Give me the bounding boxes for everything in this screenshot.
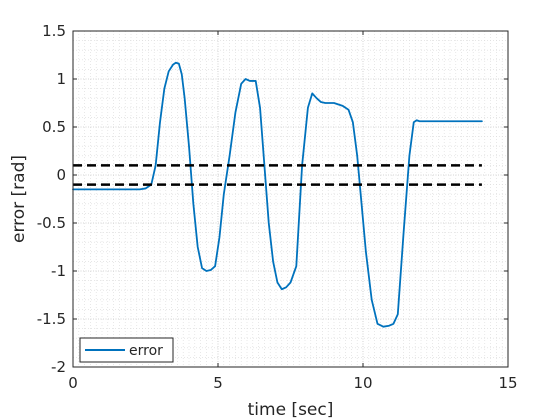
x-tick-label: 15: [498, 374, 517, 392]
y-tick-labels: -2 -1.5 -1 -0.5 0 0.5 1 1.5: [37, 22, 66, 376]
x-tick-label: 0: [68, 374, 78, 392]
y-tick-label: 0: [56, 166, 66, 184]
series-layer: [72, 61, 483, 328]
minor-grid: [73, 31, 508, 367]
plot-frame: [72, 30, 509, 368]
x-tick-label: 10: [353, 374, 372, 392]
y-tick-label: -0.5: [37, 214, 66, 232]
y-tick-label: -1: [51, 262, 66, 280]
x-axis-label: time [sec]: [248, 400, 334, 420]
y-tick-label: 0.5: [42, 118, 66, 136]
y-tick-label: 1.5: [42, 22, 66, 40]
tick-marks: [72, 30, 509, 368]
x-tick-label: 5: [213, 374, 223, 392]
series-line-error: [72, 61, 483, 328]
legend: error: [79, 337, 174, 363]
major-grid: [73, 31, 508, 367]
y-axis-label: error [rad]: [9, 155, 29, 243]
y-tick-label: -1.5: [37, 310, 66, 328]
y-tick-label: 1: [56, 70, 66, 88]
y-tick-label: -2: [51, 358, 66, 376]
legend-label-error: error: [129, 343, 163, 359]
x-tick-labels: 0 5 10 15: [68, 374, 517, 392]
